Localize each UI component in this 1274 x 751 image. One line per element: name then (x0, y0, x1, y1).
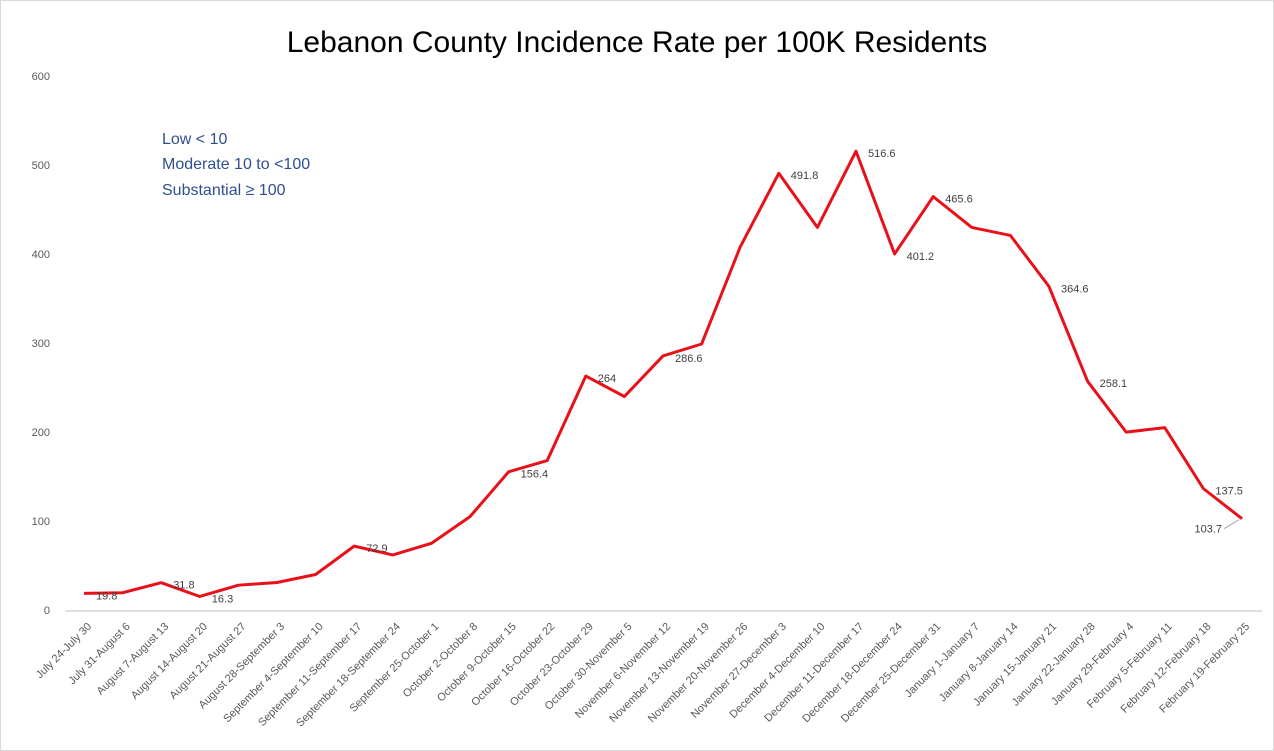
annotation: Low < 10 (162, 131, 227, 148)
annotation: Moderate 10 to <100 (162, 156, 310, 173)
data-label: 16.3 (212, 593, 233, 605)
data-label: 258.1 (1100, 378, 1128, 390)
y-tick-label: 200 (32, 427, 50, 439)
data-label: 364.6 (1061, 283, 1089, 295)
data-label: 401.2 (907, 251, 935, 263)
line (83, 149, 1243, 598)
data-label: 19.8 (96, 590, 117, 602)
data-label: 137.5 (1215, 486, 1243, 498)
y-tick-label: 500 (32, 160, 50, 172)
data-label: 156.4 (521, 469, 549, 481)
data-label: 72.9 (366, 543, 387, 555)
data-label: 491.8 (791, 170, 819, 182)
annotation: Substantial ≥ 100 (162, 182, 286, 199)
data-label: 264 (598, 373, 616, 385)
data-label: 465.6 (945, 194, 973, 206)
leader-line (1223, 519, 1240, 530)
data-label: 286.6 (675, 353, 703, 365)
y-tick-label: 100 (32, 516, 50, 528)
chart-title: Lebanon County Incidence Rate per 100K R… (287, 26, 987, 59)
data-label: 103.7 (1194, 524, 1222, 536)
y-tick-label: 0 (44, 605, 50, 617)
y-tick-label: 600 (32, 71, 50, 83)
y-tick-label: 300 (32, 338, 50, 350)
y-tick-label: 400 (32, 249, 50, 261)
data-label: 31.8 (173, 580, 194, 592)
data-label: 516.6 (868, 148, 896, 160)
